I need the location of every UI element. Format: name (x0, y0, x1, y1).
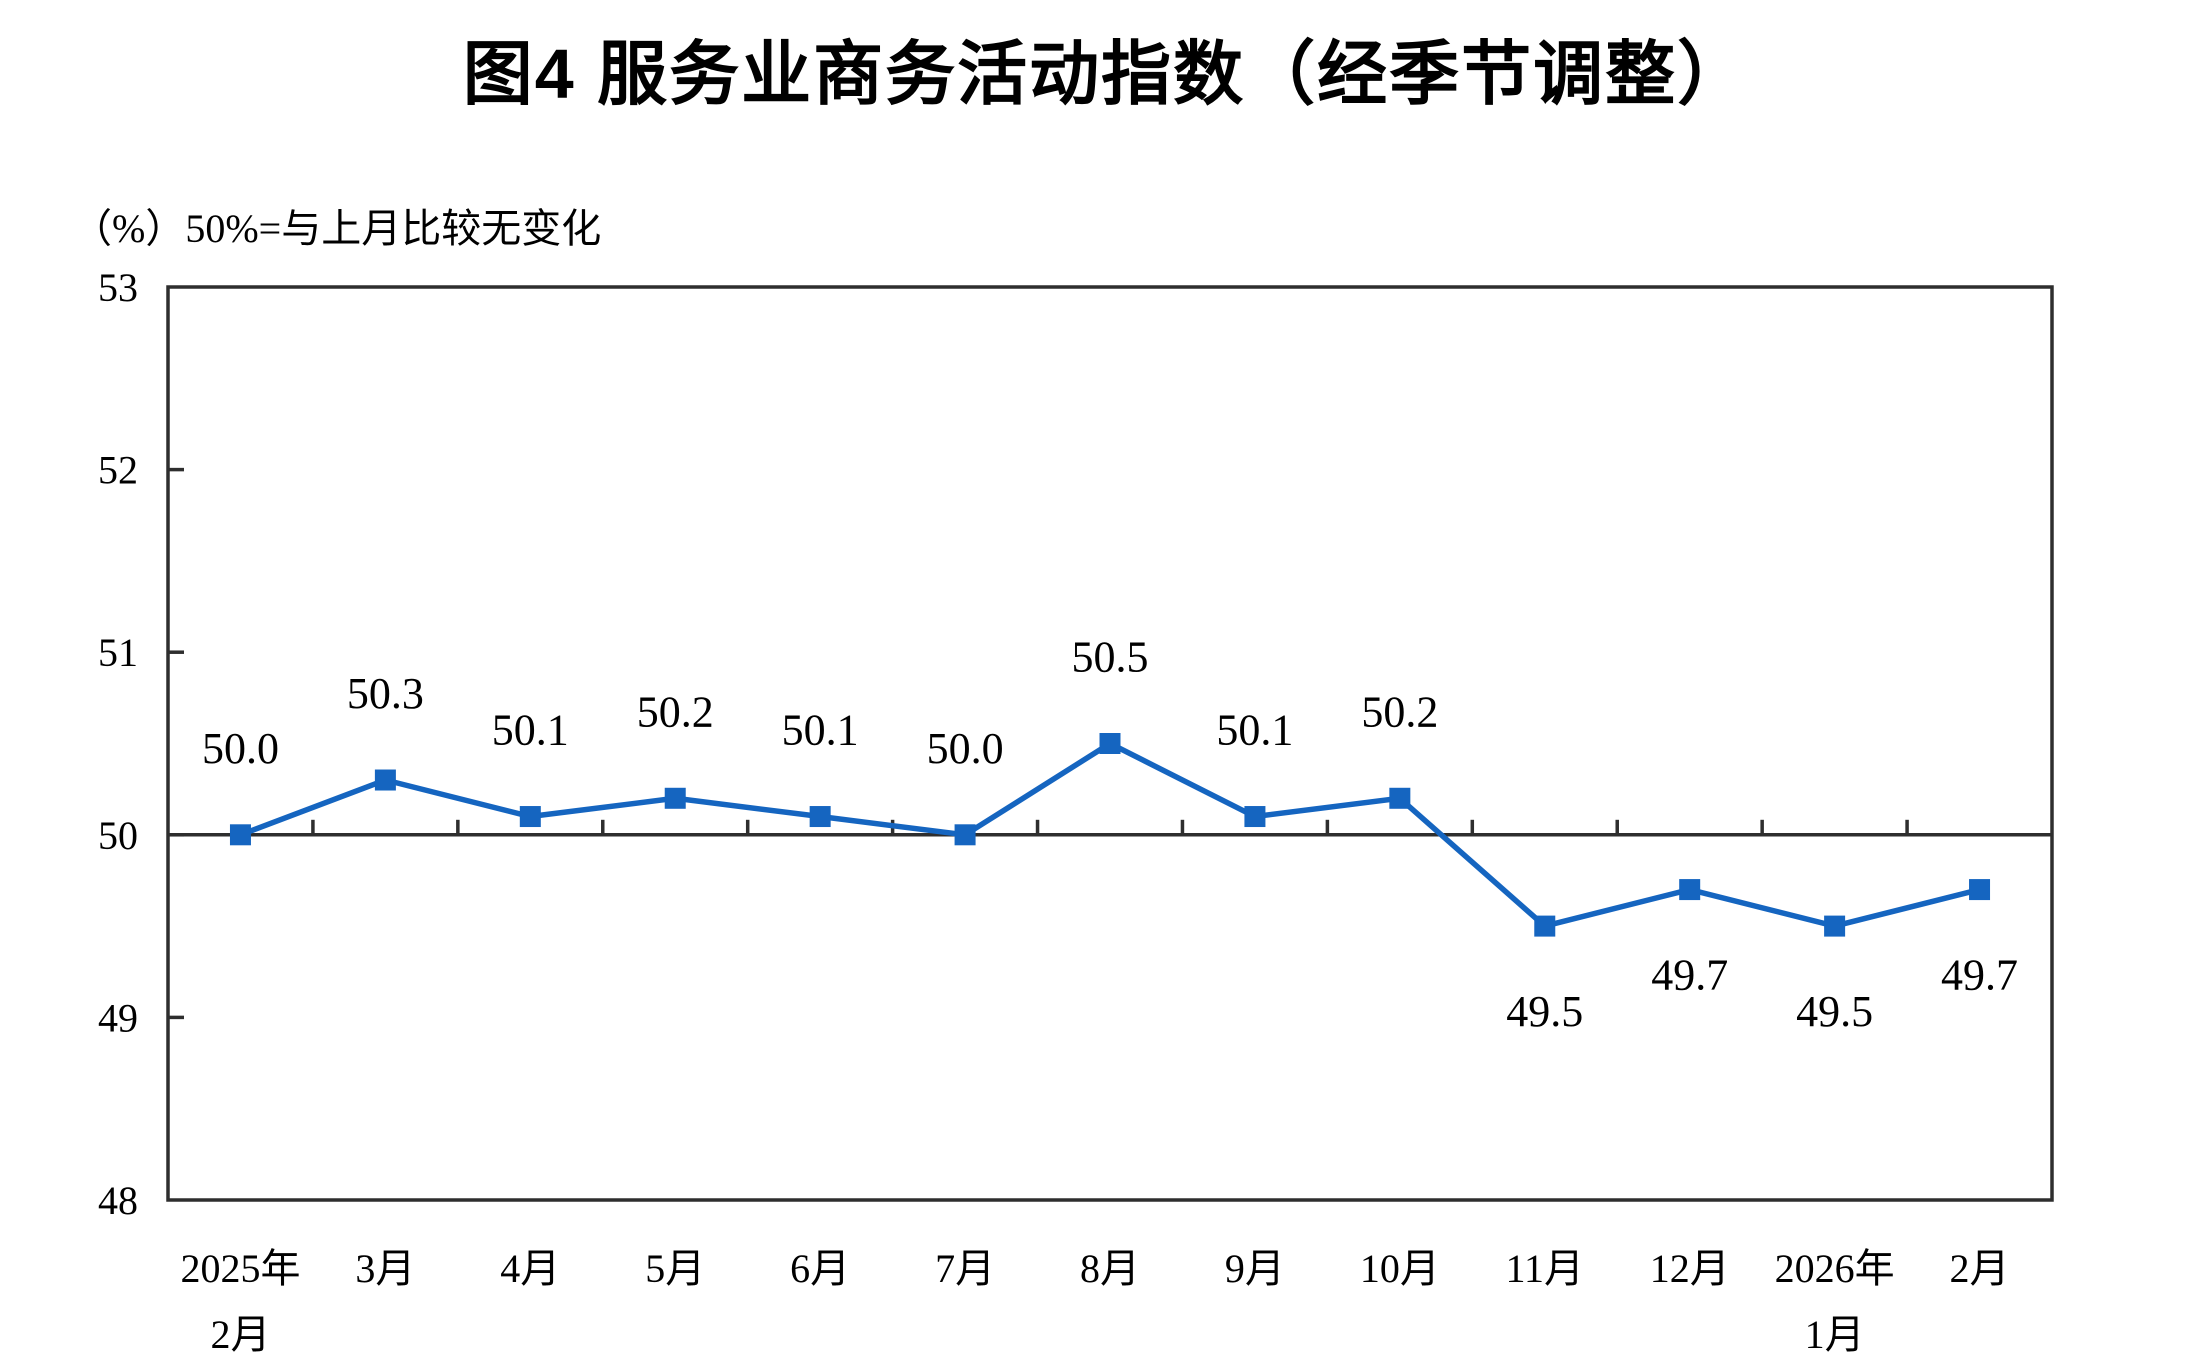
data-point-label: 49.7 (1651, 951, 1728, 1000)
x-tick-label: 7月 (935, 1246, 995, 1291)
data-point-marker (229, 824, 251, 846)
data-point-marker (1824, 915, 1846, 937)
data-point-label: 50.5 (1072, 633, 1149, 682)
x-tick-label: 2026年 (1775, 1246, 1895, 1291)
x-tick-label: 8月 (1080, 1246, 1140, 1291)
data-point-label: 50.1 (492, 706, 569, 755)
data-point-label: 50.3 (347, 669, 424, 718)
data-point-marker (1244, 806, 1266, 828)
x-tick-label: 12月 (1650, 1246, 1730, 1291)
data-point-marker (1969, 879, 1991, 901)
x-tick-label: 9月 (1225, 1246, 1285, 1291)
data-point-label: 50.1 (1216, 706, 1293, 755)
x-tick-label: 3月 (355, 1246, 415, 1291)
data-point-label: 50.0 (927, 724, 1004, 773)
x-tick-label: 2月 (1950, 1246, 2010, 1291)
x-tick-label: 1月 (1805, 1312, 1865, 1357)
data-point-label: 50.2 (637, 687, 714, 736)
y-tick-label: 51 (98, 630, 138, 675)
x-tick-label: 5月 (645, 1246, 705, 1291)
chart-title: 图4 服务业商务活动指数（经季节调整） (462, 35, 1750, 113)
x-tick-label: 11月 (1506, 1246, 1585, 1291)
data-point-label: 50.1 (782, 706, 859, 755)
y-tick-label: 52 (98, 448, 138, 493)
data-point-marker (374, 769, 396, 791)
data-point-label: 49.5 (1796, 987, 1873, 1036)
y-tick-label: 53 (98, 265, 138, 310)
data-point-marker (1679, 879, 1701, 901)
data-point-label: 50.2 (1361, 687, 1438, 736)
x-tick-label: 10月 (1360, 1246, 1440, 1291)
x-tick-label: 6月 (790, 1246, 850, 1291)
x-tick-label: 2025年 (180, 1246, 300, 1291)
data-point-marker (519, 806, 541, 828)
y-tick-label: 49 (98, 995, 138, 1040)
data-point-marker (809, 806, 831, 828)
data-point-label: 49.5 (1506, 987, 1583, 1036)
data-point-label: 49.7 (1941, 951, 2018, 1000)
data-point-marker (1534, 915, 1556, 937)
data-point-marker (664, 787, 686, 809)
data-point-marker (954, 824, 976, 846)
plot-border (166, 285, 2054, 1202)
data-point-label: 50.0 (202, 724, 279, 773)
unit-note-label: （%）50%=与上月比较无变化 (72, 206, 602, 251)
x-tick-label: 4月 (500, 1246, 560, 1291)
y-tick-label: 50 (98, 813, 138, 858)
data-point-marker (1389, 787, 1411, 809)
data-point-marker (1099, 733, 1121, 754)
y-tick-label: 48 (98, 1178, 138, 1223)
x-tick-label: 2月 (210, 1312, 270, 1357)
